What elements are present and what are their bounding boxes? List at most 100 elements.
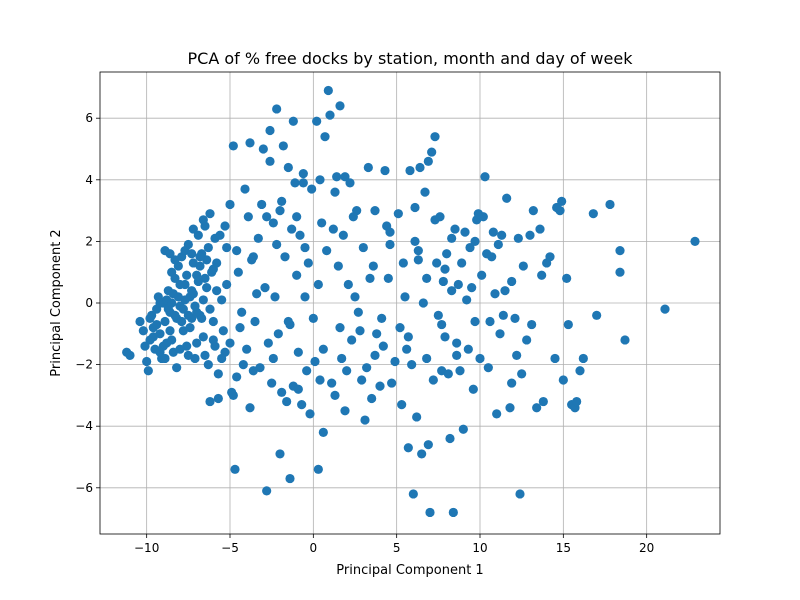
data-point [513, 233, 523, 243]
data-point [537, 270, 547, 280]
data-point [413, 246, 423, 256]
data-point [183, 350, 193, 360]
data-point [660, 304, 670, 314]
data-point [483, 363, 493, 373]
data-point [303, 258, 313, 268]
y-axis-ticks: −6 −4 −2 0 2 4 6 [75, 111, 100, 495]
data-point [430, 132, 440, 142]
data-point [413, 255, 423, 265]
data-point [277, 196, 287, 206]
data-point [228, 141, 238, 151]
data-point [493, 239, 503, 250]
data-point [448, 507, 458, 518]
data-point [217, 353, 227, 364]
data-point [350, 292, 360, 302]
data-point [272, 239, 282, 250]
data-point [310, 356, 320, 367]
data-point [270, 292, 280, 302]
data-point [527, 319, 537, 330]
data-point [232, 246, 242, 256]
data-point [267, 378, 277, 388]
data-point [380, 165, 390, 176]
data-point [338, 230, 348, 240]
data-point [442, 249, 452, 259]
data-point [145, 313, 155, 323]
data-point [367, 393, 377, 404]
data-point [220, 221, 230, 231]
data-point [462, 295, 472, 305]
data-point [415, 162, 425, 173]
data-point [345, 178, 355, 188]
x-tick-label: 5 [393, 541, 401, 555]
data-point [340, 172, 350, 182]
data-point [203, 360, 213, 370]
data-point [278, 141, 288, 151]
data-point [335, 101, 345, 111]
data-point [292, 212, 302, 222]
data-point [375, 381, 385, 391]
data-point [213, 369, 223, 379]
data-point [315, 375, 325, 385]
data-point [385, 227, 395, 237]
x-tick-label: −5 [221, 541, 239, 555]
x-axis-label: Principal Component 1 [336, 563, 483, 578]
data-point [268, 218, 278, 228]
data-point [438, 276, 448, 287]
data-point [200, 350, 210, 360]
data-point [175, 344, 185, 354]
data-point [183, 310, 193, 320]
data-point [453, 279, 463, 290]
data-point [222, 279, 232, 290]
data-point [327, 378, 337, 388]
data-point [320, 132, 330, 142]
data-point [387, 378, 397, 388]
data-point [330, 390, 340, 400]
data-point [578, 353, 588, 364]
data-point [175, 279, 185, 290]
data-point [242, 344, 252, 354]
y-tick-label: −4 [75, 419, 93, 433]
data-point [213, 393, 223, 404]
data-point [208, 264, 218, 274]
data-point [365, 273, 375, 283]
data-point [140, 341, 150, 351]
y-tick-label: −2 [75, 358, 93, 372]
data-point [422, 273, 432, 283]
data-point [323, 85, 333, 96]
data-points [122, 85, 700, 518]
data-point [248, 366, 258, 376]
data-point [368, 261, 378, 271]
data-point [477, 270, 487, 280]
data-point [288, 116, 298, 126]
data-point [588, 209, 598, 219]
data-point [615, 267, 625, 277]
data-point [262, 212, 272, 222]
data-point [228, 390, 238, 400]
data-point [283, 316, 293, 327]
data-point [440, 332, 450, 342]
data-point [293, 384, 303, 394]
data-point [245, 403, 255, 413]
data-point [208, 316, 218, 327]
data-point [402, 344, 412, 354]
data-point [167, 298, 177, 308]
data-point [170, 310, 180, 320]
data-point [427, 147, 437, 157]
data-point [398, 258, 408, 268]
data-point [498, 310, 508, 320]
data-point [307, 184, 317, 194]
data-point [507, 378, 517, 388]
data-point [502, 193, 512, 203]
y-tick-label: 2 [85, 234, 93, 248]
data-point [203, 242, 213, 253]
data-point [363, 162, 373, 173]
x-axis-ticks: −10 −5 0 5 10 15 20 [134, 534, 654, 555]
data-point [575, 366, 585, 376]
data-point [348, 212, 358, 222]
data-point [403, 443, 413, 453]
data-point [407, 360, 417, 370]
data-point [357, 375, 367, 385]
data-point [202, 283, 212, 293]
data-point [347, 335, 357, 345]
data-point [317, 218, 327, 228]
